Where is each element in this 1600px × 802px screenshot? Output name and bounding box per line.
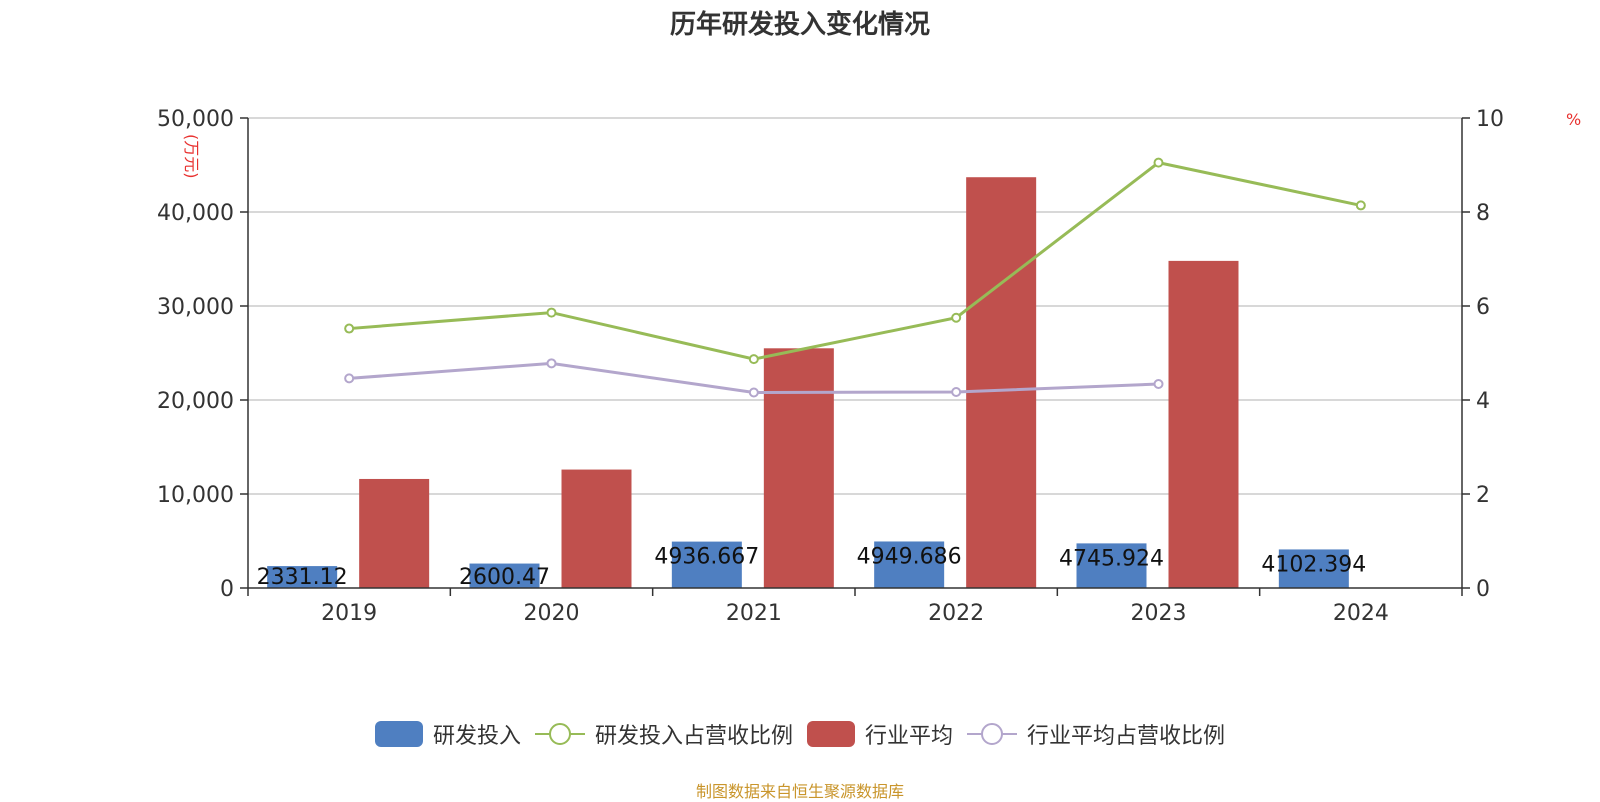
bar-rd-investment xyxy=(267,566,338,588)
axes: 0 10,000 20,000 30,000 40,000 50,000 0 2 4 6 8 10 20… xyxy=(157,107,1504,626)
legend-label-rd-investment: 研发投入 xyxy=(432,724,521,749)
legend-swatch-industry-average xyxy=(807,721,855,747)
right-axis-tick-label: 4 xyxy=(1476,389,1490,414)
left-axis-unit: (万元) xyxy=(182,134,201,179)
right-axis-tick-label: 10 xyxy=(1476,107,1504,132)
point-rd-ratio xyxy=(1355,200,1366,211)
legend-label-industry-ratio: 行业平均占营收比例 xyxy=(1027,724,1226,749)
x-axis-tick-label: 2021 xyxy=(726,601,782,626)
point-rd-ratio xyxy=(748,354,759,365)
x-axis-tick-label: 2022 xyxy=(928,601,984,626)
right-axis-tick-label: 0 xyxy=(1476,577,1490,602)
left-axis-tick-label: 10,000 xyxy=(157,483,234,508)
bar-rd-investment xyxy=(469,563,540,588)
bar-series xyxy=(267,177,1349,588)
legend: 研发投入 研发投入占营收比例 行业平均 行业平均占营收比例 xyxy=(0,718,1600,750)
data-source-note: 制图数据来自恒生聚源数据库 xyxy=(695,782,904,801)
point-industry-ratio xyxy=(344,373,355,384)
bar-data-label: 4949.686 xyxy=(857,544,962,569)
right-axis-unit-label: % xyxy=(1566,110,1582,129)
point-rd-ratio xyxy=(1153,157,1164,168)
point-industry-ratio xyxy=(748,387,759,398)
bar-industry-average xyxy=(763,348,834,588)
bar-industry-average xyxy=(359,478,430,588)
point-industry-ratio xyxy=(1153,379,1164,390)
left-axis-unit-label: (万元) xyxy=(182,134,201,179)
bar-rd-investment xyxy=(1076,543,1147,588)
point-rd-ratio xyxy=(951,312,962,323)
x-axis-tick-label: 2020 xyxy=(524,601,580,626)
bar-data-label: 4936.667 xyxy=(654,545,759,570)
right-axis-tick-label: 8 xyxy=(1476,201,1490,226)
bar-industry-average xyxy=(966,177,1037,588)
grid-lines xyxy=(248,117,1462,495)
bar-rd-investment xyxy=(874,541,945,588)
legend-item-industry-average[interactable]: 行业平均 xyxy=(807,718,953,750)
left-axis-tick-label: 40,000 xyxy=(157,201,234,226)
bar-industry-average xyxy=(1168,260,1239,588)
legend-label-rd-ratio: 研发投入占营收比例 xyxy=(594,724,793,749)
line-series xyxy=(344,157,1366,398)
legend-item-rd-investment[interactable]: 研发投入 xyxy=(374,718,521,750)
point-industry-ratio xyxy=(546,358,557,369)
point-rd-ratio xyxy=(344,323,355,334)
left-axis-tick-label: 0 xyxy=(220,577,234,602)
left-axis-tick-label: 20,000 xyxy=(157,389,234,414)
chart-title: 历年研发投入变化情况 xyxy=(669,10,930,40)
bar-data-label: 2600.47 xyxy=(459,565,550,590)
bar-industry-average xyxy=(561,469,632,588)
x-axis-tick-label: 2019 xyxy=(321,601,377,626)
x-axis-tick-label: 2024 xyxy=(1333,601,1389,626)
legend-swatch-rd-ratio xyxy=(534,721,585,747)
data-labels: 2331.12 2600.47 4936.667 4949.686 4745.924 41… xyxy=(257,544,1367,590)
legend-item-industry-ratio[interactable]: 行业平均占营收比例 xyxy=(967,718,1225,750)
right-axis-tick-label: 2 xyxy=(1476,483,1490,508)
left-axis-tick-label: 30,000 xyxy=(157,295,234,320)
legend-swatch-rd-investment xyxy=(374,721,423,747)
legend-label-industry-average: 行业平均 xyxy=(865,724,954,749)
point-rd-ratio xyxy=(546,307,557,318)
legend-item-rd-ratio[interactable]: 研发投入占营收比例 xyxy=(534,718,793,750)
bar-rd-investment xyxy=(1278,549,1349,588)
bar-data-label: 4102.394 xyxy=(1261,552,1366,577)
legend-swatch-industry-ratio xyxy=(967,721,1018,747)
right-axis-tick-label: 6 xyxy=(1476,295,1490,320)
bar-data-label: 4745.924 xyxy=(1059,546,1164,571)
left-axis-tick-label: 50,000 xyxy=(157,107,234,132)
bar-rd-investment xyxy=(671,541,742,588)
line-rd-ratio xyxy=(349,161,1362,361)
bar-data-label: 2331.12 xyxy=(257,565,348,590)
x-axis-tick-label: 2023 xyxy=(1131,601,1187,626)
point-industry-ratio xyxy=(951,387,962,398)
